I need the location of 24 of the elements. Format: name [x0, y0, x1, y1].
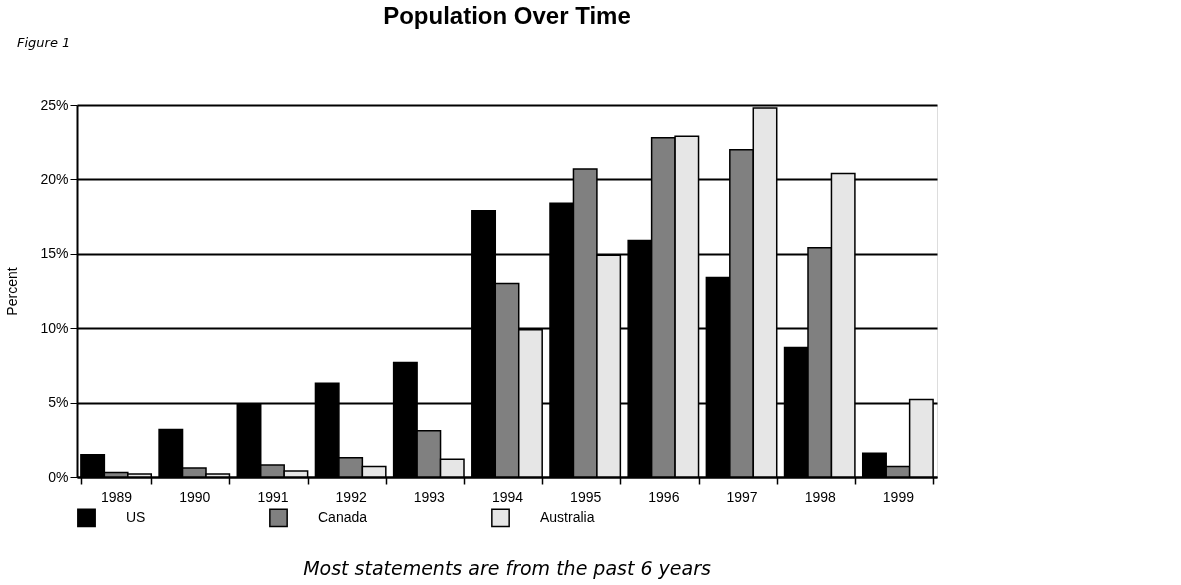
- x-tick-label: 1990: [179, 488, 211, 505]
- x-tick-label: 1995: [570, 488, 602, 505]
- y-tick-label: 10%: [40, 319, 69, 336]
- legend-label: Australia: [540, 508, 595, 525]
- x-tick-label: 1993: [413, 488, 446, 505]
- y-tick-label: 25%: [40, 96, 69, 113]
- y-tick-label: 20%: [40, 170, 69, 187]
- x-tick-label: 1992: [335, 488, 367, 505]
- legend-label: US: [126, 508, 146, 525]
- x-tick-label: 1997: [726, 488, 758, 505]
- y-axis-title: Percent: [4, 267, 21, 316]
- legend-label: Canada: [318, 508, 368, 525]
- caption: Figure 1: [17, 35, 71, 50]
- y-tick-label: 0%: [48, 468, 69, 485]
- x-tick-label: 1996: [648, 488, 680, 505]
- x-tick-label: 1991: [257, 488, 289, 505]
- x-tick-label: 1994: [491, 488, 524, 505]
- x-tick-label: 1999: [882, 488, 915, 505]
- chart-title: Population Over Time: [383, 2, 631, 29]
- x-tick-label: 1989: [101, 488, 133, 505]
- y-tick-label: 5%: [48, 394, 69, 411]
- x-tick-label: 1998: [804, 488, 837, 505]
- text: Most statements are from the past 6 years: [303, 557, 711, 579]
- y-tick-label: 15%: [40, 245, 69, 262]
